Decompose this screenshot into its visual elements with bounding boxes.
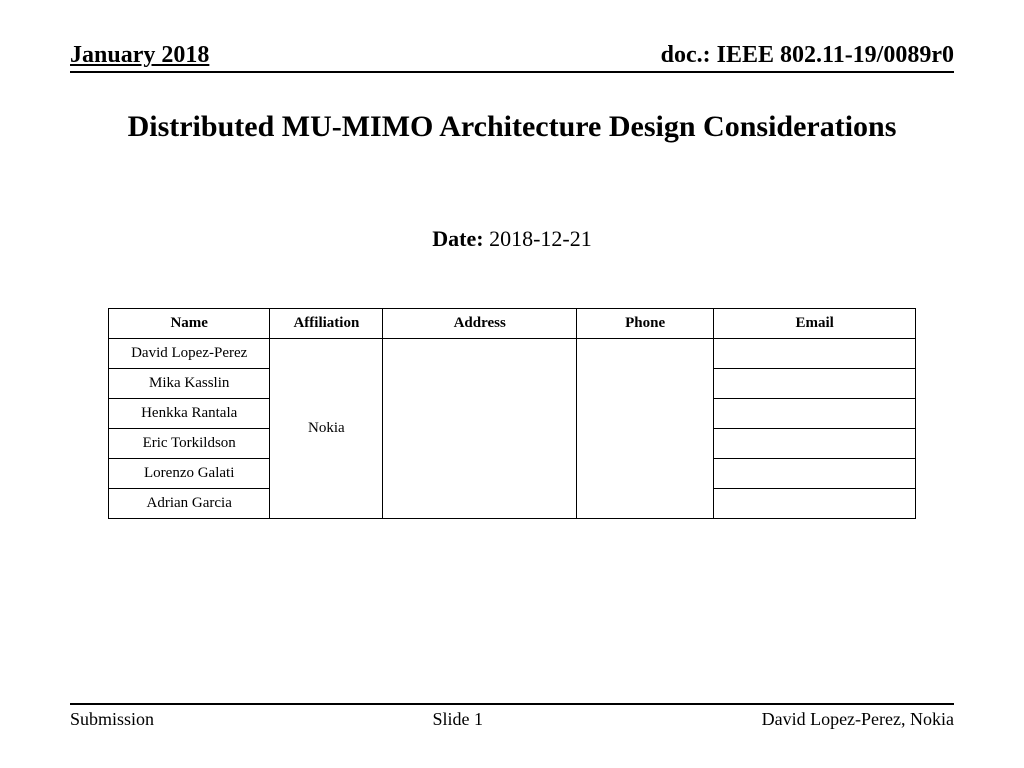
- cell-email: [714, 399, 916, 429]
- footer-left: Submission: [70, 709, 154, 730]
- col-name: Name: [109, 309, 270, 339]
- header-bar: January 2018 doc.: IEEE 802.11-19/0089r0: [70, 42, 954, 73]
- cell-email: [714, 369, 916, 399]
- date-line: Date: 2018-12-21: [70, 226, 954, 252]
- cell-name: David Lopez-Perez: [109, 339, 270, 369]
- table-row: David Lopez-Perez Nokia: [109, 339, 916, 369]
- cell-email: [714, 429, 916, 459]
- authors-table-wrap: Name Affiliation Address Phone Email Dav…: [108, 308, 916, 519]
- header-doc-id: doc.: IEEE 802.11-19/0089r0: [661, 42, 954, 69]
- authors-table: Name Affiliation Address Phone Email Dav…: [108, 308, 916, 519]
- cell-email: [714, 339, 916, 369]
- col-email: Email: [714, 309, 916, 339]
- cell-name: Eric Torkildson: [109, 429, 270, 459]
- footer-right: David Lopez-Perez, Nokia: [762, 709, 954, 730]
- cell-name: Mika Kasslin: [109, 369, 270, 399]
- slide-page: January 2018 doc.: IEEE 802.11-19/0089r0…: [0, 0, 1024, 768]
- footer-center: Slide 1: [433, 709, 484, 730]
- table-header-row: Name Affiliation Address Phone Email: [109, 309, 916, 339]
- cell-name: Lorenzo Galati: [109, 459, 270, 489]
- cell-name: Henkka Rantala: [109, 399, 270, 429]
- cell-name: Adrian Garcia: [109, 489, 270, 519]
- cell-affiliation: Nokia: [270, 339, 383, 519]
- col-affiliation: Affiliation: [270, 309, 383, 339]
- date-label: Date:: [432, 226, 483, 251]
- cell-email: [714, 459, 916, 489]
- footer-bar: Submission Slide 1 David Lopez-Perez, No…: [70, 703, 954, 730]
- date-value: 2018-12-21: [489, 226, 592, 251]
- header-date: January 2018: [70, 42, 209, 69]
- cell-phone: [577, 339, 714, 519]
- col-phone: Phone: [577, 309, 714, 339]
- page-title: Distributed MU-MIMO Architecture Design …: [70, 108, 954, 146]
- cell-address: [383, 339, 577, 519]
- cell-email: [714, 489, 916, 519]
- col-address: Address: [383, 309, 577, 339]
